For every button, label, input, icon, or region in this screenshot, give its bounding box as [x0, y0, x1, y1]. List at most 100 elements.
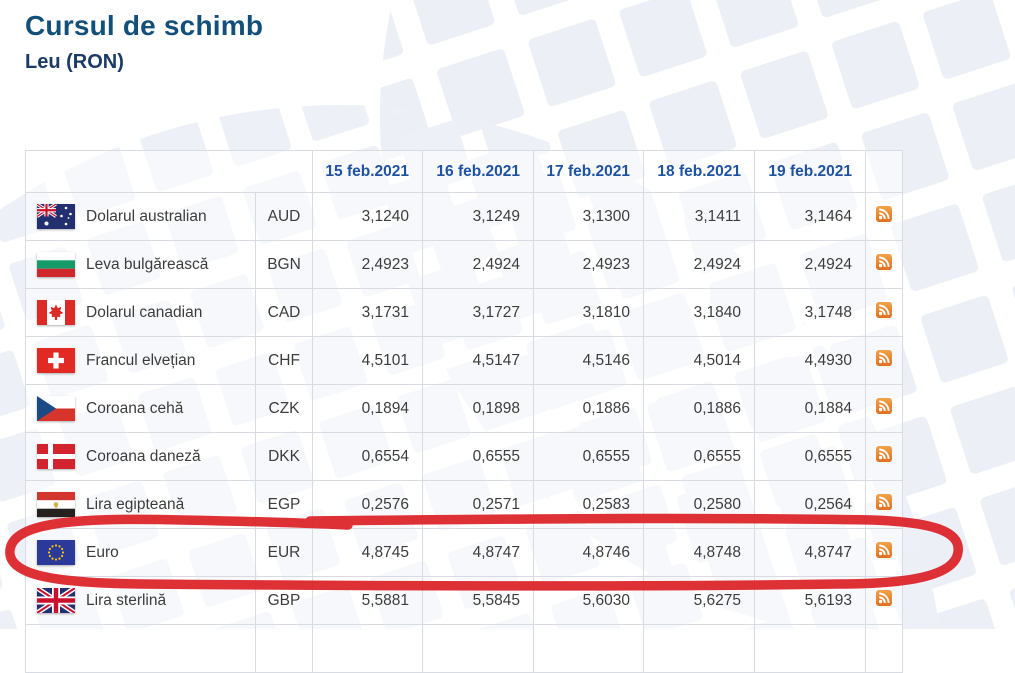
- page-header: Cursul de schimb Leu (RON): [25, 10, 263, 74]
- empty-header-cell: [25, 150, 313, 193]
- rss-feed-icon[interactable]: [876, 398, 892, 414]
- rate-value: 5,5845: [422, 576, 534, 625]
- rate-value: 0,6555: [643, 432, 755, 481]
- rate-value: 3,1731: [312, 288, 423, 337]
- page-title: Cursul de schimb: [25, 10, 264, 41]
- rate-value: 3,1748: [754, 288, 866, 337]
- rate-value: 3,1840: [643, 288, 755, 337]
- rate-value: 4,8746: [533, 528, 644, 577]
- flag-egp-icon: [37, 492, 75, 517]
- rate-value: 0,1886: [643, 384, 755, 433]
- currency-row: Euro EUR 4,8745 4,8747 4,8746 4,8748 4,8…: [25, 528, 903, 577]
- rates-table-body: Dolarul australian AUD 3,1240 3,1249 3,1…: [25, 192, 903, 673]
- rate-value: 3,1464: [754, 192, 866, 241]
- rate-value: 5,6275: [643, 576, 755, 625]
- rate-value: 3,1727: [422, 288, 534, 337]
- currency-code: EUR: [255, 528, 313, 577]
- currency-name: Coroana cehă: [86, 399, 184, 417]
- date-column-header: 18 feb.2021: [643, 150, 755, 193]
- currency-code: EGP: [255, 480, 313, 529]
- date-column-header: 17 feb.2021: [533, 150, 644, 193]
- rate-value: 4,8748: [643, 528, 755, 577]
- currency-name: Dolarul canadian: [86, 303, 203, 321]
- rate-value: 2,4924: [422, 240, 534, 289]
- rate-value: 0,6555: [754, 432, 866, 481]
- rate-value: 3,1240: [312, 192, 423, 241]
- flag-aud-icon: [37, 204, 75, 229]
- rate-value: 4,5146: [533, 336, 644, 385]
- rate-value: 4,5101: [312, 336, 423, 385]
- date-column-header: 15 feb.2021: [312, 150, 423, 193]
- currency-name: Leva bulgărească: [86, 255, 209, 273]
- date-column-header: 16 feb.2021: [422, 150, 534, 193]
- currency-row: Leva bulgărească BGN 2,4923 2,4924 2,492…: [25, 240, 903, 289]
- rate-value: 0,1898: [422, 384, 534, 433]
- rate-value: 4,4930: [754, 336, 866, 385]
- flag-dkk-icon: [37, 444, 75, 469]
- flag-gbp-icon: [37, 588, 75, 613]
- currency-row: Dolarul australian AUD 3,1240 3,1249 3,1…: [25, 192, 903, 241]
- table-header-row: 15 feb.2021 16 feb.2021 17 feb.2021 18 f…: [25, 150, 903, 193]
- rate-value: 0,6555: [422, 432, 534, 481]
- rate-value: 0,2580: [643, 480, 755, 529]
- rate-value: 5,5881: [312, 576, 423, 625]
- rate-value: 2,4924: [754, 240, 866, 289]
- rss-feed-icon[interactable]: [876, 590, 892, 606]
- rate-value: 4,5147: [422, 336, 534, 385]
- flag-chf-icon: [37, 348, 75, 373]
- rate-value: 4,8747: [422, 528, 534, 577]
- currency-row: Dolarul canadian CAD 3,1731 3,1727 3,181…: [25, 288, 903, 337]
- currency-name: Francul elvețian: [86, 351, 196, 369]
- rss-feed-icon[interactable]: [876, 206, 892, 222]
- rate-value: 4,8747: [754, 528, 866, 577]
- rate-value: 5,6030: [533, 576, 644, 625]
- currency-code: CHF: [255, 336, 313, 385]
- currency-name: Lira sterlină: [86, 591, 167, 609]
- date-column-header: 19 feb.2021: [754, 150, 866, 193]
- rate-value: 0,2571: [422, 480, 534, 529]
- currency-name: Lira egipteană: [86, 495, 185, 513]
- currency-row: Coroana cehă CZK 0,1894 0,1898 0,1886 0,…: [25, 384, 903, 433]
- partial-next-row: [25, 624, 903, 673]
- rate-value: 0,1886: [533, 384, 644, 433]
- rate-value: 3,1810: [533, 288, 644, 337]
- rss-feed-icon[interactable]: [876, 494, 892, 510]
- exchange-rates-table: 15 feb.2021 16 feb.2021 17 feb.2021 18 f…: [25, 150, 903, 673]
- rate-value: 4,5014: [643, 336, 755, 385]
- rate-value: 3,1411: [643, 192, 755, 241]
- rate-value: 5,6193: [754, 576, 866, 625]
- currency-name: Euro: [86, 543, 119, 561]
- currency-name: Coroana daneză: [86, 447, 201, 465]
- flag-czk-icon: [37, 396, 75, 421]
- currency-row: Lira egipteană EGP 0,2576 0,2571 0,2583 …: [25, 480, 903, 529]
- rate-value: 0,1894: [312, 384, 423, 433]
- rss-feed-icon[interactable]: [876, 254, 892, 270]
- flag-cad-icon: [37, 300, 75, 325]
- rate-value: 0,2583: [533, 480, 644, 529]
- rate-value: 0,2564: [754, 480, 866, 529]
- rss-feed-icon[interactable]: [876, 542, 892, 558]
- rate-value: 0,6554: [312, 432, 423, 481]
- rss-feed-icon[interactable]: [876, 446, 892, 462]
- rss-feed-icon[interactable]: [876, 350, 892, 366]
- rate-value: 2,4923: [312, 240, 423, 289]
- currency-code: AUD: [255, 192, 313, 241]
- rss-column-header: [865, 150, 903, 193]
- rate-value: 3,1300: [533, 192, 644, 241]
- currency-code: BGN: [255, 240, 313, 289]
- rate-value: 3,1249: [422, 192, 534, 241]
- currency-row: Francul elvețian CHF 4,5101 4,5147 4,514…: [25, 336, 903, 385]
- rate-value: 2,4923: [533, 240, 644, 289]
- currency-code: CZK: [255, 384, 313, 433]
- flag-bgn-icon: [37, 252, 75, 277]
- currency-name: Dolarul australian: [86, 207, 207, 225]
- rate-value: 0,6555: [533, 432, 644, 481]
- rss-feed-icon[interactable]: [876, 302, 892, 318]
- currency-code: CAD: [255, 288, 313, 337]
- currency-code: GBP: [255, 576, 313, 625]
- currency-row: Coroana daneză DKK 0,6554 0,6555 0,6555 …: [25, 432, 903, 481]
- currency-row: Lira sterlină GBP 5,5881 5,5845 5,6030 5…: [25, 576, 903, 625]
- page-subtitle: Leu (RON): [25, 51, 124, 73]
- currency-code: DKK: [255, 432, 313, 481]
- flag-eur-icon: [37, 540, 75, 565]
